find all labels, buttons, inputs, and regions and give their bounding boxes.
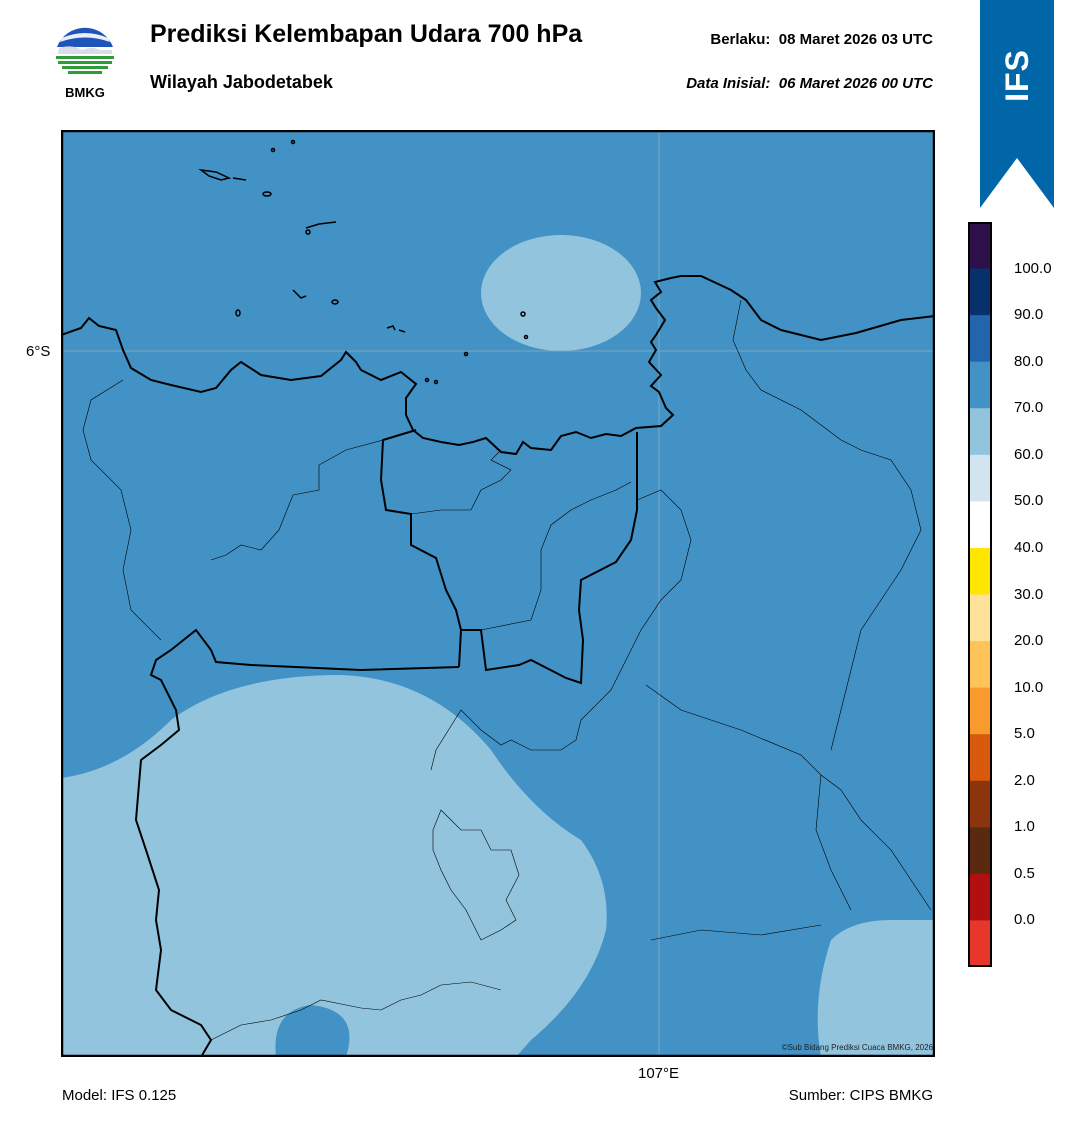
valid-time: Berlaku: 08 Maret 2026 03 UTC — [710, 31, 933, 48]
colorbar-tick-label: 30.0 — [1014, 585, 1044, 603]
map-subtitle: Wilayah Jabodetabek — [150, 72, 333, 92]
humidity-colorbar — [968, 222, 992, 967]
map-credit: ©Sub Bidang Prediksi Cuaca BMKG, 2026 — [781, 1043, 933, 1052]
colorbar-tick-label: 5.0 — [1014, 725, 1035, 743]
colorbar-segment — [968, 920, 992, 967]
colorbar-segment — [968, 873, 992, 921]
humidity-60-70-zone-southeast — [817, 920, 935, 1057]
valid-time-label: Berlaku: — [710, 31, 771, 48]
colorbar-segment — [968, 547, 992, 595]
colorbar-segment — [968, 687, 992, 735]
colorbar-segment — [968, 641, 992, 689]
bmkg-logo: BMKG — [55, 22, 115, 100]
colorbar-segment — [968, 222, 992, 270]
province-border-south — [134, 628, 460, 1057]
colorbar-tick-label: 1.0 — [1014, 818, 1035, 836]
colorbar-tick-label: 20.0 — [1014, 632, 1044, 650]
colorbar-segment — [968, 268, 992, 316]
coastline — [61, 275, 935, 456]
colorbar-tick-label: 60.0 — [1014, 445, 1044, 463]
init-time-label: Data Inisial: — [686, 75, 771, 92]
colorbar-segment — [968, 734, 992, 782]
colorbar-tick-label: 0.5 — [1014, 864, 1035, 882]
ifs-badge-text: IFS — [998, 48, 1035, 102]
init-time: Data Inisial: 06 Maret 2026 00 UTC — [686, 75, 933, 92]
humidity-60-70-zone-north — [481, 235, 641, 351]
colorbar-tick-label: 10.0 — [1014, 678, 1044, 696]
thousand-islands — [198, 139, 529, 385]
colorbar-segment — [968, 361, 992, 409]
model-label: Model: IFS 0.125 — [62, 1087, 177, 1104]
colorbar-tick-label: 0.0 — [1014, 911, 1035, 929]
colorbar-segment — [968, 408, 992, 456]
valid-time-value: 08 Maret 2026 03 UTC — [778, 31, 933, 48]
longitude-label: 107°E — [638, 1065, 680, 1082]
ifs-badge — [980, 0, 1054, 208]
regency-borders — [82, 299, 932, 1041]
colorbar-segment — [968, 315, 992, 363]
init-time-value: 06 Maret 2026 00 UTC — [778, 75, 933, 92]
humidity-60-70-zone-southwest — [61, 675, 607, 1057]
colorbar-segment — [968, 454, 992, 502]
map-title: Prediksi Kelembapan Udara 700 hPa — [150, 20, 583, 48]
colorbar-tick-label: 100.0 — [1014, 259, 1052, 277]
colorbar-tick-label: 70.0 — [1014, 399, 1044, 417]
province-border-east — [461, 432, 638, 685]
colorbar-tick-label: 40.0 — [1014, 538, 1044, 556]
latitude-label: 6°S — [26, 343, 51, 360]
colorbar-tick-label: 90.0 — [1014, 306, 1044, 324]
colorbar-segment — [968, 780, 992, 828]
colorbar-segment — [968, 827, 992, 875]
colorbar-tick-label: 2.0 — [1014, 771, 1035, 789]
logo-text: BMKG — [65, 85, 105, 100]
province-border-west — [379, 429, 463, 668]
map-frame — [61, 130, 935, 1057]
humidity-map — [61, 130, 935, 1057]
colorbar-tick-label: 80.0 — [1014, 352, 1044, 370]
colorbar-segment — [968, 594, 992, 642]
colorbar-segment — [968, 501, 992, 549]
source-label: Sumber: CIPS BMKG — [788, 1087, 933, 1104]
colorbar-tick-label: 50.0 — [1014, 492, 1044, 510]
